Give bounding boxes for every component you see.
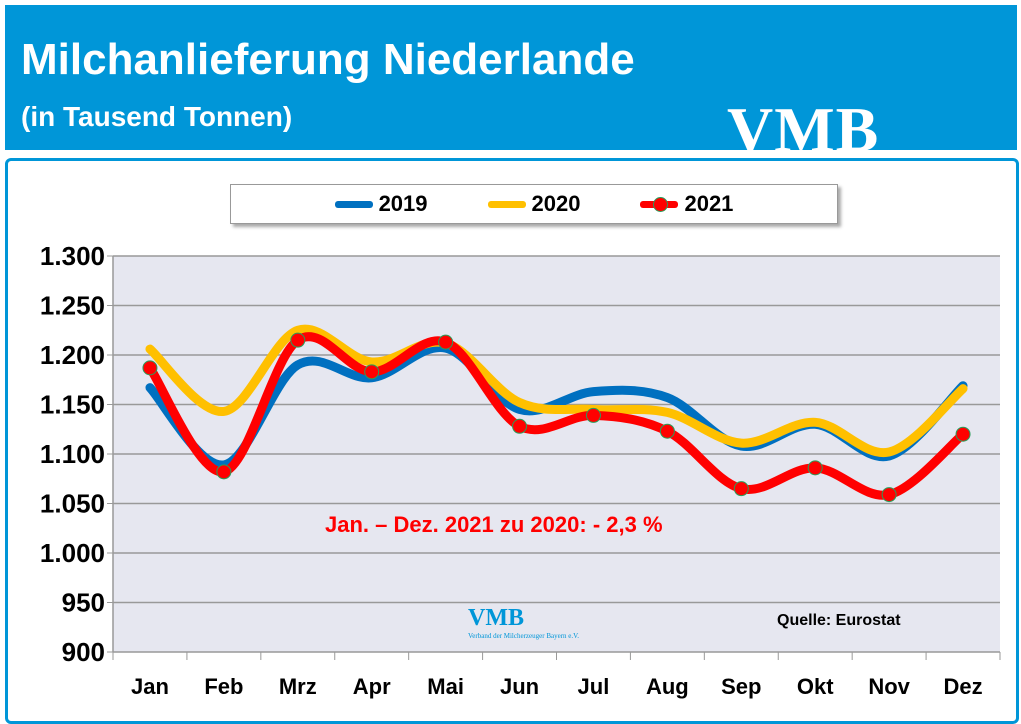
y-tick-label: 1.200 xyxy=(40,340,105,370)
y-tick-label: 1.000 xyxy=(40,538,105,568)
series-line-2020 xyxy=(145,324,968,458)
watermark-logo: VMB xyxy=(468,605,524,631)
data-point-2021 xyxy=(364,364,380,380)
y-tick-label: 1.300 xyxy=(40,241,105,271)
legend-swatch xyxy=(334,200,373,208)
legend-swatch xyxy=(487,200,526,208)
x-tick-label: Jun xyxy=(500,674,539,699)
annotation: Jan. – Dez. 2021 zu 2020: - 2,3 % xyxy=(325,512,663,537)
legend-label: 2019 xyxy=(378,191,428,216)
x-tick-label: Jan xyxy=(131,674,169,699)
x-tick-label: Mai xyxy=(427,674,464,699)
data-point-2021 xyxy=(733,481,749,497)
x-tick-label: Jul xyxy=(578,674,610,699)
data-point-2021 xyxy=(659,423,675,439)
data-point-2021 xyxy=(585,407,601,423)
data-point-2021 xyxy=(881,487,897,503)
data-point-2021 xyxy=(438,334,454,350)
y-tick-label: 1.150 xyxy=(40,390,105,420)
data-point-2021 xyxy=(512,418,528,434)
y-tick-label: 900 xyxy=(62,637,105,667)
legend-item-2021: 2021 xyxy=(640,191,733,217)
legend-label: 2020 xyxy=(531,191,581,216)
x-tick-label: Aug xyxy=(646,674,689,699)
x-tick-label: Sep xyxy=(721,674,761,699)
data-point-2021 xyxy=(216,464,232,480)
x-tick-label: Dez xyxy=(943,674,982,699)
chart-frame xyxy=(5,158,1019,724)
y-tick-label: 950 xyxy=(62,588,105,618)
vmb-logo: VMB xyxy=(727,94,880,165)
x-tick-label: Mrz xyxy=(279,674,317,699)
chart-title: Milchanlieferung Niederlande xyxy=(21,35,635,84)
chart-subtitle: (in Tausend Tonnen) xyxy=(21,101,293,132)
source-note: Quelle: Eurostat xyxy=(777,612,901,629)
legend-swatch xyxy=(640,196,679,212)
data-point-2021 xyxy=(955,426,971,442)
y-tick-label: 1.100 xyxy=(40,439,105,469)
header-banner: Milchanlieferung Niederlande (in Tausend… xyxy=(5,5,1017,165)
x-tick-label: Nov xyxy=(868,674,910,699)
data-point-2021 xyxy=(142,360,158,376)
legend-item-2020: 2020 xyxy=(487,191,581,217)
legend-item-2019: 2019 xyxy=(334,191,428,217)
data-point-2021 xyxy=(290,332,306,348)
y-tick-label: 1.050 xyxy=(40,489,105,519)
data-point-2021 xyxy=(807,460,823,476)
y-tick-label: 1.250 xyxy=(40,291,105,321)
x-tick-label: Feb xyxy=(204,674,243,699)
watermark-tagline: Verband der Milcherzeuger Bayern e.V. xyxy=(468,632,580,640)
legend: 2019 2020 2021 xyxy=(230,184,838,224)
legend-label: 2021 xyxy=(684,191,734,216)
x-tick-label: Okt xyxy=(797,674,834,699)
x-tick-label: Apr xyxy=(353,674,391,699)
